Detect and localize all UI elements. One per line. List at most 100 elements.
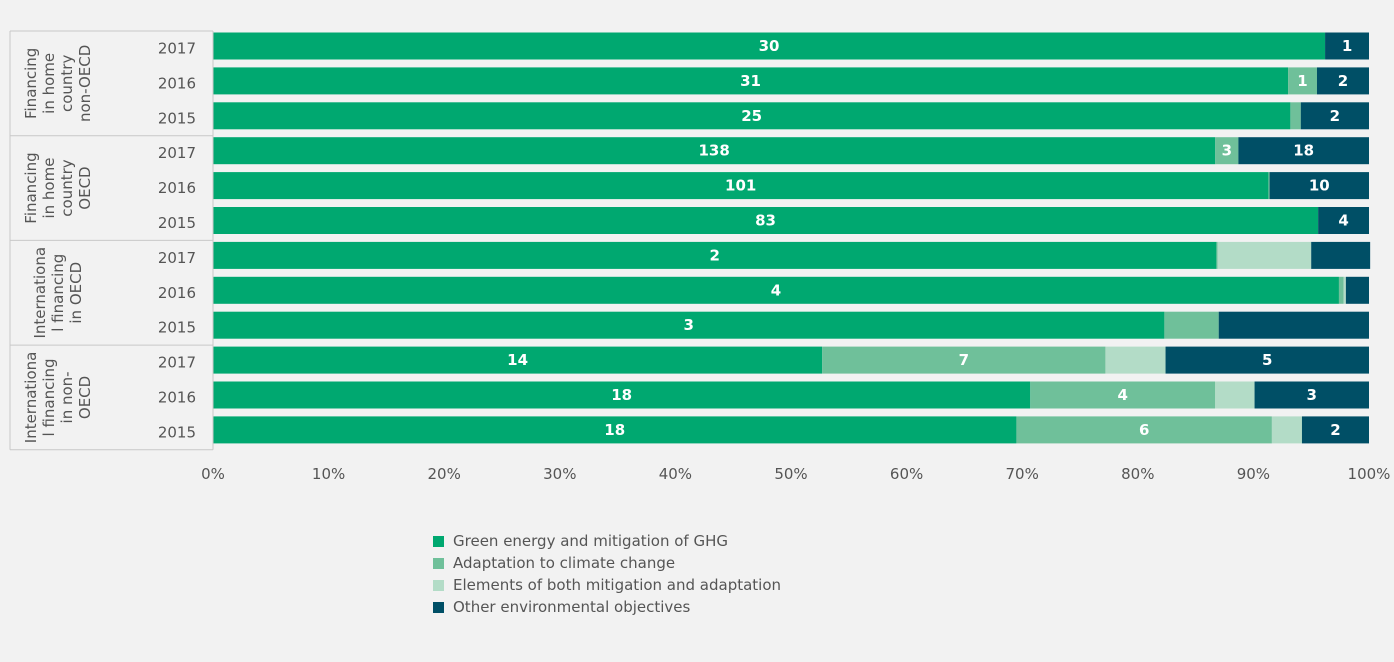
year-label: 2016 [158, 179, 196, 197]
group-label-line: non-OECD [76, 45, 94, 122]
bar-segment [213, 276, 1339, 304]
legend-swatch [433, 579, 444, 591]
bar-segment [1343, 276, 1346, 304]
bar-segment [1311, 241, 1371, 269]
x-tick-label: 40% [659, 465, 692, 483]
data-label: 6 [1139, 421, 1149, 439]
bar-segment [822, 346, 1106, 374]
bar-segment [1165, 346, 1369, 374]
x-tick-label: 0% [201, 465, 225, 483]
data-label: 25 [741, 107, 762, 125]
bar-segment [213, 346, 823, 374]
group-label-line: country [58, 55, 76, 112]
legend-item-adaptation[interactable]: Adaptation to climate change [433, 552, 781, 574]
legend-swatch [433, 601, 444, 613]
data-label: 1 [1297, 72, 1307, 90]
year-label: 2015 [158, 214, 196, 232]
bar-segment [1215, 137, 1239, 165]
bar-segment [1268, 172, 1270, 200]
bar-segment [1271, 416, 1302, 444]
bar-segment [213, 137, 1216, 165]
data-label: 30 [759, 37, 780, 55]
year-label: 2017 [158, 144, 196, 162]
data-label: 5 [1262, 351, 1272, 369]
bar-segment [1215, 381, 1255, 409]
bar-segment [1030, 381, 1216, 409]
year-label: 2016 [158, 74, 196, 92]
group-label: Financingin homecountrynon-OECD [22, 45, 94, 122]
group-label-line: Internationa [22, 352, 40, 444]
bar-segment [1164, 311, 1219, 339]
year-label: 2015 [158, 423, 196, 441]
legend-swatch [433, 557, 444, 569]
year-label: 2016 [158, 388, 196, 406]
bar-segment [1254, 381, 1369, 409]
data-label: 2 [709, 246, 719, 264]
group-label-line: Financing [22, 152, 40, 223]
year-label: 2017 [158, 39, 196, 57]
data-label: 83 [755, 212, 776, 230]
legend: Green energy and mitigation of GHG Adapt… [433, 530, 781, 618]
bar-segment [213, 207, 1319, 234]
bar-segment [1238, 137, 1369, 165]
year-label: 2015 [158, 319, 196, 337]
data-label: 101 [725, 177, 756, 195]
group-label-line: in home [40, 53, 58, 114]
bar-segment [213, 102, 1291, 130]
group-label: Financingin homecountryOECD [22, 152, 94, 223]
group-label-line: Financing [22, 48, 40, 119]
bar-segment [213, 311, 1165, 339]
legend-label: Other environmental objectives [453, 598, 691, 616]
bar-segment [213, 416, 1017, 444]
x-tick-label: 100% [1348, 465, 1391, 483]
x-tick-label: 20% [428, 465, 461, 483]
bar-segment [1316, 67, 1369, 95]
data-label: 3 [1307, 386, 1317, 404]
x-tick-label: 10% [312, 465, 345, 483]
group-label-line: country [58, 159, 76, 216]
bar-segment [1300, 102, 1369, 130]
data-label: 18 [611, 386, 632, 404]
x-tick-label: 90% [1237, 465, 1270, 483]
data-label: 14 [507, 351, 528, 369]
data-label: 1 [1342, 37, 1352, 55]
data-label: 18 [604, 421, 625, 439]
group-label-line: l financing [49, 254, 67, 332]
bar-segment [1325, 32, 1369, 60]
legend-item-other[interactable]: Other environmental objectives [433, 596, 781, 618]
group-label-line: in OECD [67, 262, 85, 324]
data-label: 3 [683, 316, 693, 334]
data-label: 4 [1338, 212, 1348, 230]
legend-item-both[interactable]: Elements of both mitigation and adaptati… [433, 574, 781, 596]
bar-segment [213, 67, 1289, 95]
data-label: 2 [1338, 72, 1348, 90]
data-label: 2 [1330, 107, 1340, 125]
group-label-line: in home [40, 158, 58, 219]
bar-segment [1301, 416, 1369, 444]
bar-segment [1105, 346, 1166, 374]
group-label-line: l financing [40, 358, 58, 436]
data-label: 31 [740, 72, 761, 90]
bar-segment [1218, 311, 1369, 339]
x-tick-label: 30% [543, 465, 576, 483]
bar-segment [213, 172, 1269, 200]
year-label: 2017 [158, 249, 196, 267]
data-label: 7 [959, 351, 969, 369]
bar-segment [1288, 67, 1317, 95]
bar-segment [1290, 102, 1301, 130]
legend-item-green-energy[interactable]: Green energy and mitigation of GHG [433, 530, 781, 552]
x-tick-label: 60% [890, 465, 923, 483]
legend-label: Elements of both mitigation and adaptati… [453, 576, 782, 594]
year-label: 2015 [158, 109, 196, 127]
group-label-line: OECD [76, 166, 94, 209]
bar-segment [213, 241, 1217, 269]
legend-swatch [433, 535, 444, 547]
x-tick-label: 70% [1006, 465, 1039, 483]
bar-segment [1345, 276, 1369, 304]
group-label-line: Internationa [31, 247, 49, 339]
bar-segment [1217, 241, 1312, 269]
group-label: International financingin OECD [31, 247, 85, 339]
legend-label: Green energy and mitigation of GHG [453, 532, 729, 550]
x-tick-label: 80% [1121, 465, 1154, 483]
